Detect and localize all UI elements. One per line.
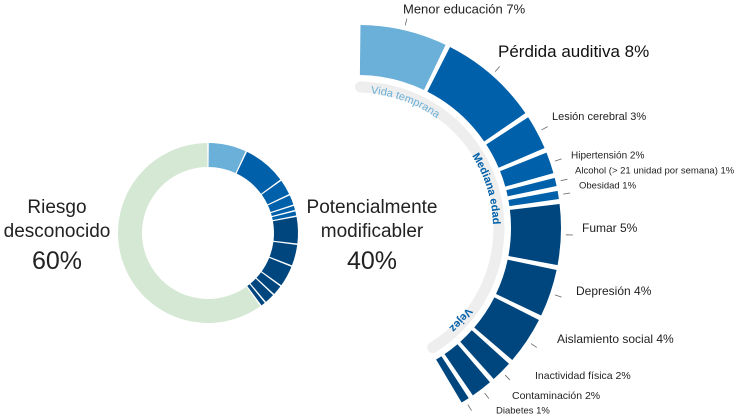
factor-label-smoking: Fumar 5%	[582, 221, 638, 235]
life-stage-track	[354, 81, 505, 354]
donut-segment-inactividad-fisica-2	[256, 272, 281, 295]
segment-fumar-5	[508, 203, 562, 266]
modifiable-risk-value: 40%	[346, 247, 398, 275]
leader-line	[504, 374, 511, 381]
segment-alcohol-21-unidad-por-semana-1	[506, 177, 557, 197]
factor-label-alcohol: Alcohol (> 21 unidad por semana) 1%	[575, 165, 735, 177]
donut-segment-unknown	[117, 143, 261, 323]
modifiable-risk-label: Potencialmente modificabler 40%	[307, 196, 438, 278]
donut-segment-contaminacion-2	[250, 278, 274, 302]
leader-line	[554, 294, 562, 298]
segment-perdida-auditiva-8	[427, 47, 526, 142]
leader-line	[560, 178, 568, 182]
factor-label-obesity: Obesidad 1%	[579, 180, 637, 192]
leader-line	[404, 18, 408, 26]
factor-label-social-isolation: Aislamiento social 4%	[557, 332, 674, 346]
donut-segment-aislamiento-social-4	[261, 257, 292, 286]
donut-segment-obesidad-1	[272, 211, 297, 221]
modifiable-risk-line1: Potencialmente	[306, 197, 438, 218]
leader-line	[563, 192, 571, 195]
unknown-risk-line1: Riesgo	[27, 197, 87, 218]
leader-line	[554, 158, 562, 162]
segment-aislamiento-social-4	[474, 297, 539, 360]
factor-label-pollution: Contaminación 2%	[512, 390, 601, 402]
leader-line	[541, 126, 548, 131]
donut-segment-fumar-5	[272, 216, 298, 244]
segment-obesidad-1	[508, 190, 559, 207]
segment-lesion-cerebral-3	[486, 117, 545, 168]
segment-depresion-4	[496, 259, 557, 316]
segment-menor-educacion-7	[359, 25, 446, 90]
factor-label-diabetes: Diabetes 1%	[496, 405, 550, 417]
leader-line	[494, 66, 501, 72]
modifiable-risk-line2: modificabler	[320, 221, 424, 242]
leader-lines	[404, 18, 573, 411]
donut-segment-diabetes-1	[247, 284, 265, 306]
factor-arc	[359, 25, 562, 403]
factor-label-hearing-loss: Pérdida auditiva 8%	[498, 42, 650, 61]
segment-inactividad-fisica-2	[460, 330, 509, 379]
unknown-risk-line2: desconocido	[3, 221, 111, 242]
unknown-risk-value: 60%	[31, 247, 83, 275]
segment-diabetes-1	[436, 356, 469, 403]
leader-line	[530, 343, 537, 348]
leader-line	[484, 392, 490, 399]
donut-segment-hipertension-2	[267, 195, 294, 213]
donut-segment-lesion-cerebral-3	[261, 180, 290, 205]
summary-donut	[117, 143, 298, 323]
segment-contaminacion-2	[444, 344, 490, 396]
factor-label-depression: Depresión 4%	[576, 284, 652, 298]
donut-segment-depresion-4	[269, 241, 298, 266]
unknown-risk-label: Riesgo desconocido 60%	[4, 196, 111, 278]
donut-segment-alcohol-21-unidad-por-semana-1	[270, 205, 295, 217]
factor-label-education: Menor educación 7%	[403, 1, 526, 17]
factor-label-brain-injury: Lesión cerebral 3%	[552, 111, 647, 123]
factor-label-physical-inactivity: Inactividad física 2%	[535, 370, 631, 382]
leader-line	[467, 404, 472, 411]
donut-segment-perdida-auditiva-8	[236, 151, 281, 194]
donut-segment-menor-educacion-7	[208, 143, 246, 174]
segment-hipertension-2	[500, 152, 554, 187]
factor-label-hypertension: Hipertensión 2%	[571, 150, 645, 162]
